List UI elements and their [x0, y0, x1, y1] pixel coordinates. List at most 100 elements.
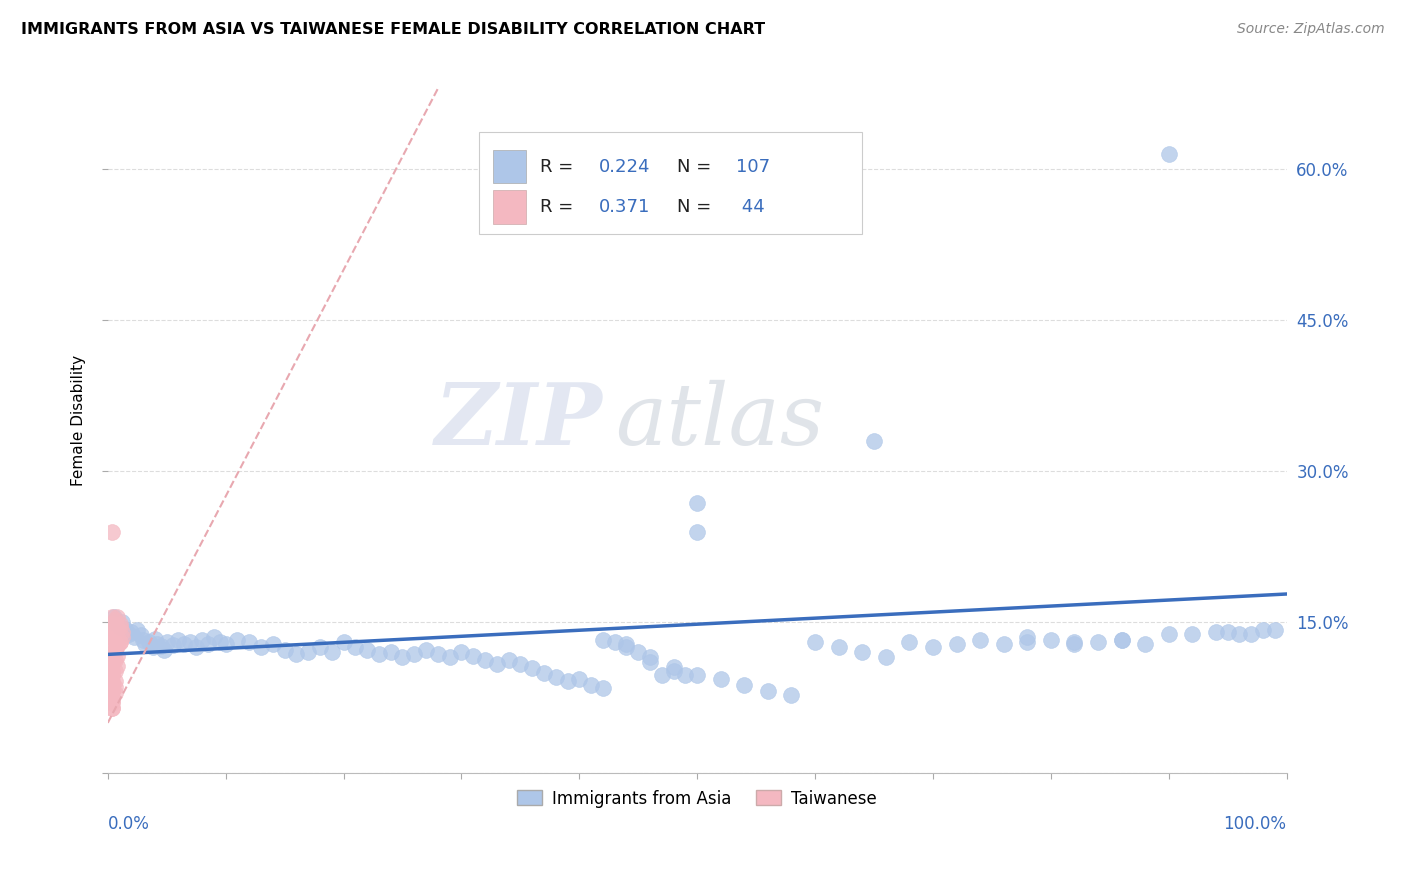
Point [1063, 637, 1085, 651]
Point [138, 635, 160, 649]
Point [1157, 147, 1180, 161]
Point [153, 643, 176, 657]
Point [101, 664, 124, 678]
Point [197, 637, 219, 651]
Point [1157, 627, 1180, 641]
Point [104, 643, 127, 657]
Point [202, 630, 225, 644]
Point [827, 640, 849, 655]
Point [945, 637, 967, 651]
Point [344, 640, 367, 655]
Point [1216, 625, 1239, 640]
Point [101, 696, 124, 710]
Point [162, 638, 184, 652]
Point [101, 653, 124, 667]
Y-axis label: Female Disability: Female Disability [72, 355, 86, 486]
Text: 100.0%: 100.0% [1223, 815, 1286, 833]
Point [111, 615, 134, 630]
Point [498, 653, 520, 667]
Point [101, 524, 124, 539]
Point [111, 625, 134, 640]
Point [710, 672, 733, 686]
Point [143, 632, 166, 647]
Point [297, 645, 319, 659]
FancyBboxPatch shape [479, 132, 862, 234]
Point [105, 659, 128, 673]
Text: 0.224: 0.224 [599, 158, 651, 176]
Point [616, 637, 638, 651]
Point [101, 617, 124, 632]
FancyBboxPatch shape [494, 191, 526, 224]
Point [105, 610, 128, 624]
Point [101, 648, 124, 662]
Point [474, 653, 496, 667]
Point [186, 640, 208, 655]
Point [439, 650, 461, 665]
Point [104, 664, 127, 678]
Point [780, 688, 803, 702]
Point [568, 672, 591, 686]
Point [1087, 635, 1109, 649]
Point [167, 633, 190, 648]
Point [993, 637, 1015, 651]
Point [485, 657, 508, 672]
Point [863, 434, 886, 448]
Point [391, 650, 413, 665]
Point [250, 640, 273, 655]
Point [146, 637, 169, 651]
Text: 0.371: 0.371 [599, 198, 651, 217]
Point [108, 635, 131, 649]
Point [463, 649, 485, 664]
Point [1240, 627, 1263, 641]
Point [415, 643, 437, 657]
Point [173, 637, 195, 651]
Point [1039, 633, 1062, 648]
Point [179, 635, 201, 649]
Point [104, 633, 127, 648]
Point [105, 640, 128, 654]
Point [103, 610, 125, 624]
Point [101, 617, 124, 632]
Point [557, 673, 579, 688]
Point [380, 645, 402, 659]
Text: R =: R = [540, 158, 579, 176]
Point [134, 637, 156, 651]
Text: 44: 44 [737, 198, 765, 217]
Point [101, 629, 124, 643]
Point [673, 667, 696, 681]
Text: 0.0%: 0.0% [108, 815, 149, 833]
Point [1111, 633, 1133, 648]
Point [105, 617, 128, 632]
Point [638, 650, 661, 665]
Text: N =: N = [678, 158, 717, 176]
Point [111, 630, 134, 644]
Point [533, 665, 555, 680]
Point [426, 648, 449, 662]
Point [108, 635, 131, 649]
Point [1017, 635, 1039, 649]
Point [686, 667, 709, 681]
Point [149, 640, 172, 654]
FancyBboxPatch shape [494, 150, 526, 184]
Point [321, 645, 343, 659]
Point [105, 620, 128, 634]
Point [356, 643, 378, 657]
Point [1017, 630, 1039, 644]
Point [579, 677, 602, 691]
Point [285, 648, 308, 662]
Text: Source: ZipAtlas.com: Source: ZipAtlas.com [1237, 22, 1385, 37]
Point [104, 624, 127, 638]
Point [104, 686, 127, 700]
Point [142, 640, 165, 655]
Point [101, 677, 124, 691]
Point [969, 633, 991, 648]
Point [1205, 625, 1227, 640]
Point [262, 637, 284, 651]
Text: IMMIGRANTS FROM ASIA VS TAIWANESE FEMALE DISABILITY CORRELATION CHART: IMMIGRANTS FROM ASIA VS TAIWANESE FEMALE… [21, 22, 765, 37]
Point [114, 622, 136, 636]
Point [101, 700, 124, 714]
Point [1133, 637, 1156, 651]
Point [104, 613, 127, 627]
Point [898, 635, 921, 649]
Point [156, 635, 179, 649]
